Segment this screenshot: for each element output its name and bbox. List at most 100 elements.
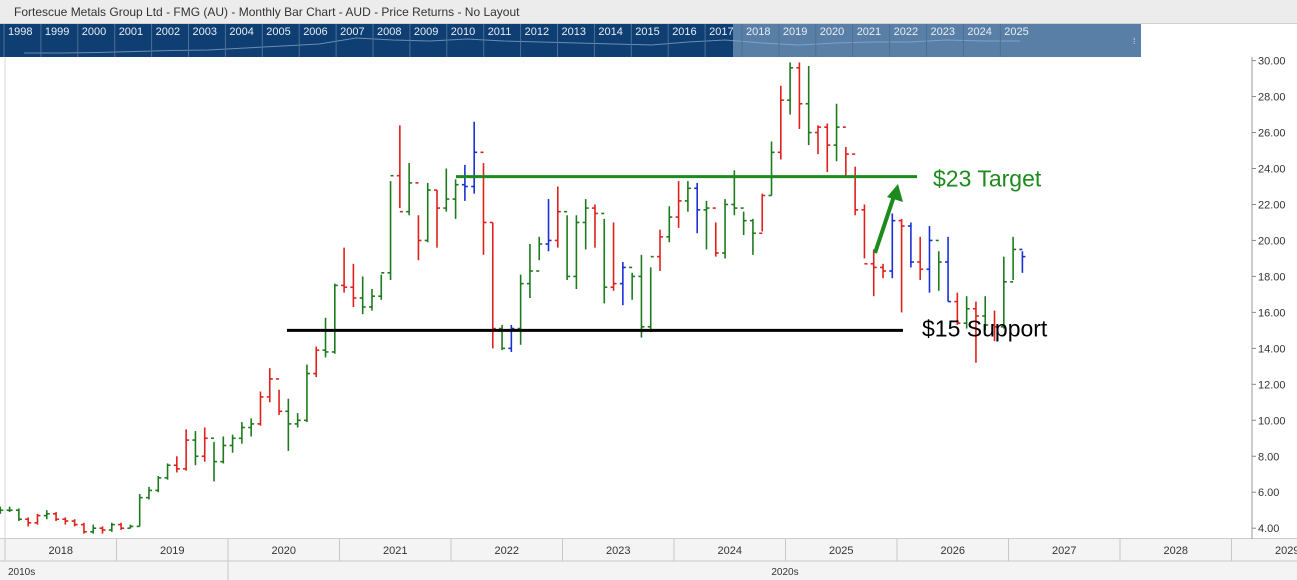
ohlc-bar	[71, 519, 78, 527]
navigator-year-label[interactable]: 2021	[857, 26, 881, 38]
ohlc-bar	[972, 301, 979, 363]
navigator-year-label[interactable]: 2017	[709, 26, 733, 38]
ohlc-bar	[852, 153, 859, 216]
time-navigator[interactable]: 1998 1999 2000 2001 2002 2003 2004 2005 2006 2007…	[0, 24, 1297, 57]
y-tick-label: 16.00	[1258, 307, 1286, 319]
ohlc-bar	[313, 346, 320, 378]
ohlc-bar	[25, 517, 32, 527]
x-decade-label: 2020s	[771, 567, 798, 578]
ohlc-bar	[610, 222, 617, 291]
ohlc-bar	[443, 168, 450, 212]
navigator-year-label[interactable]: 2004	[229, 26, 253, 38]
navigator-year-label[interactable]: 2010	[451, 26, 475, 38]
x-year-label: 2027	[1052, 545, 1076, 557]
ohlc-bar	[164, 463, 171, 480]
x-axis-band	[0, 539, 1297, 580]
support-label: $15 Support	[922, 315, 1048, 341]
y-tick-label: 26.00	[1258, 128, 1286, 140]
annotations: $23 Target $15 Support	[287, 166, 1048, 341]
ohlc-bar	[303, 364, 310, 423]
x-year-label: 2019	[160, 545, 184, 557]
ohlc-bar	[722, 199, 729, 259]
y-tick-label: 30.00	[1258, 57, 1286, 68]
ohlc-bar	[461, 164, 468, 201]
ohlc-bar	[629, 266, 636, 300]
navigator-year-label[interactable]: 1998	[8, 26, 32, 38]
ohlc-bar	[90, 524, 97, 534]
ohlc-bar	[80, 522, 87, 534]
navigator-year-label[interactable]: 2015	[635, 26, 659, 38]
ohlc-bar	[591, 204, 598, 248]
ohlc-bar	[192, 431, 199, 466]
ohlc-bar	[406, 163, 413, 216]
navigator-year-label[interactable]: 2008	[377, 26, 401, 38]
ohlc-bar	[982, 296, 989, 331]
navigator-year-label[interactable]: 2019	[783, 26, 807, 38]
navigator-year-label[interactable]: 2011	[488, 26, 512, 38]
ohlc-bar	[15, 508, 22, 522]
navigator-year-label[interactable]: 2006	[303, 26, 327, 38]
ohlc-bar	[322, 317, 329, 358]
navigator-year-label[interactable]: 2009	[414, 26, 438, 38]
ohlc-bar	[787, 62, 794, 115]
ohlc-bar	[777, 85, 784, 160]
navigator-year-label[interactable]: 2023	[931, 26, 955, 38]
navigator-year-label[interactable]: 1999	[45, 26, 69, 38]
ohlc-bar	[861, 204, 868, 265]
navigator-year-label[interactable]: 2024	[967, 26, 991, 38]
ohlc-bar	[889, 213, 896, 279]
y-tick-label: 6.00	[1258, 487, 1279, 499]
ohlc-bar	[99, 526, 106, 534]
navigator-year-label[interactable]: 2014	[598, 26, 622, 38]
ohlc-bar	[285, 398, 292, 451]
navigator-year-label[interactable]: 2007	[340, 26, 364, 38]
navigator-year-label[interactable]: 2018	[746, 26, 770, 38]
ohlc-bar	[341, 247, 348, 293]
ohlc-bar	[796, 62, 803, 129]
ohlc-bar	[647, 255, 654, 333]
ohlc-bar	[880, 263, 887, 279]
ohlc-bar	[740, 207, 747, 236]
navigator-year-label[interactable]: 2013	[562, 26, 586, 38]
price-chart[interactable]: $23 Target $15 Support 30.00 28.00 26.00 24.…	[0, 57, 1297, 580]
ohlc-bar	[638, 254, 645, 338]
ohlc-bar	[145, 486, 152, 500]
navigator-year-label[interactable]: 2005	[266, 26, 290, 38]
navigator-year-label[interactable]: 2012	[525, 26, 549, 38]
ohlc-bar	[842, 126, 849, 176]
x-year-label: 2021	[383, 545, 407, 557]
ohlc-bar	[0, 506, 4, 514]
x-year-label: 2023	[606, 545, 630, 557]
ohlc-bar	[415, 182, 422, 261]
ohlc-bar	[248, 418, 255, 437]
x-year-label: 2022	[495, 545, 519, 557]
window-title-bar: Fortescue Metals Group Ltd - FMG (AU) - …	[0, 0, 1297, 24]
navigator-year-label[interactable]: 2000	[82, 26, 106, 38]
ohlc-bar	[201, 427, 208, 462]
ohlc-bar	[554, 186, 561, 248]
ohlc-bar	[6, 506, 13, 513]
navigator-handle-icon[interactable]: ⁞	[1133, 36, 1136, 46]
navigator-year-label[interactable]: 2025	[1004, 26, 1028, 38]
x-year-label: 2026	[941, 545, 965, 557]
navigator-year-label[interactable]: 2001	[119, 26, 143, 38]
ohlc-bar	[935, 239, 942, 291]
ohlc-bar	[118, 522, 125, 531]
ohlc-bar	[127, 524, 134, 530]
ohlc-bar	[954, 292, 961, 325]
ohlc-bar	[759, 193, 766, 235]
navigator-year-label[interactable]: 2020	[820, 26, 844, 38]
ohlc-bar	[387, 174, 394, 281]
ohlc-bar	[991, 310, 998, 342]
ohlc-bar	[276, 378, 283, 415]
navigator-year-label[interactable]: 2022	[894, 26, 918, 38]
ohlc-bar	[545, 199, 552, 252]
ohlc-bar	[601, 212, 608, 304]
ohlc-bar	[917, 236, 924, 281]
navigator-year-label[interactable]: 2003	[193, 26, 217, 38]
ohlc-bar	[108, 522, 115, 532]
navigator-year-label[interactable]: 2002	[156, 26, 180, 38]
navigator-year-label[interactable]: 2016	[672, 26, 696, 38]
y-tick-label: 10.00	[1258, 415, 1286, 427]
ohlc-bar	[173, 456, 180, 473]
